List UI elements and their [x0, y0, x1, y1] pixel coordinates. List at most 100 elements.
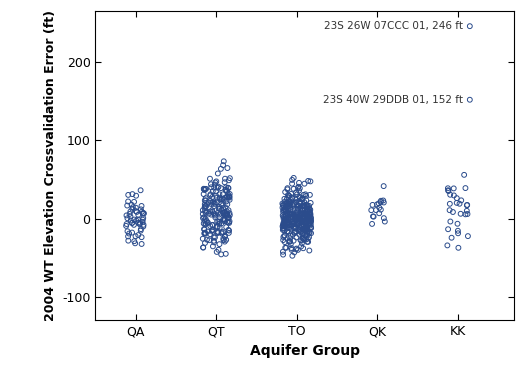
Point — [290, 212, 298, 218]
Point — [292, 218, 301, 224]
Point — [301, 226, 309, 232]
Point — [132, 193, 140, 199]
Point — [289, 238, 298, 244]
Point — [306, 210, 314, 216]
Point — [219, 229, 227, 235]
Text: 23S 26W 07CCC 01, 246 ft: 23S 26W 07CCC 01, 246 ft — [324, 21, 463, 31]
Point — [303, 206, 312, 212]
Point — [209, 243, 217, 249]
Point — [444, 188, 453, 194]
Point — [306, 219, 315, 225]
Point — [381, 219, 389, 225]
Point — [298, 218, 306, 224]
Point — [373, 201, 381, 207]
Point — [285, 219, 294, 225]
Point — [305, 234, 313, 241]
Point — [443, 242, 452, 248]
Point — [139, 211, 147, 217]
Point — [294, 247, 302, 253]
Point — [207, 201, 216, 207]
Point — [123, 202, 131, 208]
Point — [295, 231, 304, 238]
Point — [379, 198, 387, 204]
Point — [306, 200, 315, 206]
Point — [129, 204, 137, 210]
Point — [279, 214, 288, 220]
Point — [302, 218, 310, 224]
Point — [223, 165, 232, 171]
Point — [215, 195, 224, 201]
Point — [297, 211, 305, 217]
Point — [301, 227, 310, 233]
Point — [303, 224, 311, 230]
Point — [444, 226, 452, 232]
Point — [225, 220, 233, 226]
Point — [298, 196, 306, 202]
Point — [217, 166, 225, 172]
Point — [282, 204, 290, 210]
Point — [285, 199, 293, 205]
Point — [304, 208, 312, 215]
Point — [211, 179, 219, 185]
Point — [199, 245, 207, 251]
Point — [279, 209, 287, 215]
Point — [280, 232, 289, 238]
Point — [220, 218, 228, 224]
Point — [305, 207, 314, 213]
Point — [220, 217, 229, 223]
Point — [299, 192, 308, 198]
Point — [294, 185, 302, 191]
Point — [285, 198, 294, 204]
Point — [211, 213, 219, 219]
Point — [304, 213, 312, 219]
Point — [223, 213, 232, 219]
Point — [294, 184, 303, 190]
Point — [207, 211, 216, 218]
Point — [306, 178, 315, 184]
Point — [304, 178, 312, 184]
Point — [302, 202, 310, 208]
Point — [203, 220, 211, 226]
Point — [282, 201, 290, 207]
Point — [284, 211, 293, 217]
Point — [289, 207, 297, 213]
Point — [136, 187, 145, 193]
Point — [210, 239, 218, 245]
Point — [280, 233, 288, 239]
Point — [449, 185, 458, 192]
Point — [293, 209, 301, 215]
Point — [280, 218, 289, 224]
Point — [221, 176, 229, 182]
Point — [302, 193, 311, 199]
Point — [202, 186, 210, 192]
Point — [303, 212, 311, 218]
Point — [296, 217, 305, 223]
Point — [287, 222, 295, 228]
Point — [290, 216, 299, 222]
Point — [292, 234, 301, 241]
Point — [456, 211, 465, 217]
Point — [307, 218, 315, 224]
Point — [289, 186, 298, 192]
Point — [296, 205, 305, 211]
Point — [210, 201, 219, 207]
Point — [225, 197, 234, 203]
Point — [225, 177, 233, 183]
Point — [303, 215, 312, 221]
Point — [301, 212, 309, 218]
Point — [299, 245, 307, 251]
Point — [200, 186, 208, 192]
Point — [280, 222, 289, 228]
Point — [282, 216, 291, 222]
Point — [293, 205, 302, 211]
Point — [296, 214, 304, 220]
Point — [299, 202, 308, 208]
Point — [219, 158, 228, 164]
Point — [222, 210, 231, 216]
Point — [298, 195, 307, 201]
Point — [379, 183, 388, 189]
Point — [280, 221, 288, 227]
Point — [282, 208, 290, 215]
Point — [206, 176, 214, 182]
Point — [279, 222, 287, 228]
